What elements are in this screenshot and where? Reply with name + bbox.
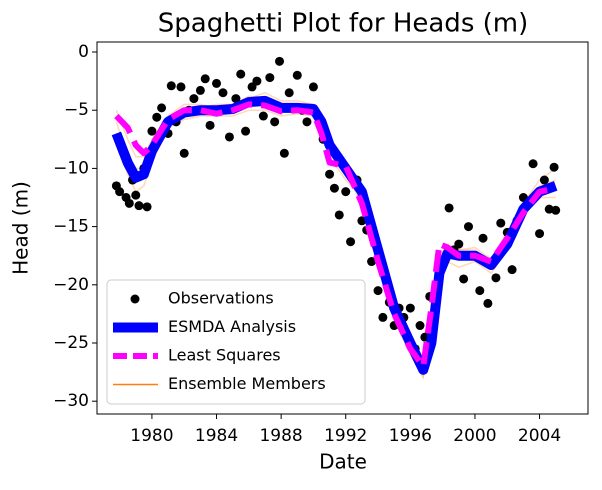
axes-frame	[96, 41, 589, 415]
observation	[507, 265, 517, 275]
observation	[205, 120, 215, 130]
observation	[346, 237, 356, 247]
observation	[325, 169, 335, 179]
legend-label: Observations	[168, 289, 274, 308]
observation	[147, 126, 157, 136]
observation	[124, 198, 134, 208]
observation	[189, 94, 199, 104]
observation	[115, 187, 125, 197]
observation	[334, 210, 344, 220]
legend-marker	[130, 294, 140, 304]
observation	[454, 239, 464, 249]
plot-area	[111, 56, 561, 381]
observation	[444, 203, 454, 213]
x-tick-label: 1988	[259, 426, 302, 446]
observation	[142, 202, 152, 212]
observation	[231, 94, 241, 104]
least-squares-line	[114, 101, 557, 370]
observation	[528, 159, 538, 169]
observation	[152, 112, 162, 122]
observation	[176, 82, 186, 92]
observation	[463, 222, 473, 232]
chart-title: Spaghetti Plot for Heads (m)	[158, 9, 529, 39]
observation	[491, 273, 501, 283]
legend-label: Ensemble Members	[168, 374, 326, 393]
observation	[539, 175, 549, 185]
observation	[279, 148, 289, 158]
observation	[134, 201, 144, 211]
observation	[302, 117, 312, 127]
legend-label: Least Squares	[168, 346, 281, 365]
observation	[275, 56, 285, 66]
observation	[483, 298, 493, 308]
observation	[212, 78, 222, 88]
y-tick-label: −5	[64, 100, 89, 120]
y-tick-label: −10	[53, 158, 89, 178]
x-axis-label: Date	[319, 450, 367, 474]
observation	[258, 111, 268, 121]
y-tick-label: −20	[53, 275, 89, 295]
x-tick-label: 2000	[453, 426, 496, 446]
observation	[378, 312, 388, 322]
x-tick-label: 1984	[195, 426, 238, 446]
observation	[475, 286, 485, 296]
observation	[252, 76, 262, 86]
legend-box	[106, 279, 366, 405]
x-tick-label: 1992	[324, 426, 367, 446]
observation	[373, 286, 383, 296]
observation	[341, 187, 351, 197]
y-tick-label: −25	[53, 333, 89, 353]
observation	[415, 321, 425, 331]
observation	[270, 117, 280, 127]
observation	[284, 88, 294, 98]
observation	[241, 126, 251, 136]
observation	[218, 88, 228, 98]
y-tick-label: −15	[53, 217, 89, 237]
observation	[200, 74, 210, 84]
y-tick-label: −30	[53, 391, 89, 411]
observation	[367, 257, 377, 267]
observation	[549, 162, 559, 172]
observation	[551, 205, 561, 215]
y-axis-label: Head (m)	[9, 181, 33, 275]
observation	[236, 69, 246, 79]
observation	[224, 132, 234, 142]
x-tick-label: 1980	[130, 426, 173, 446]
legend-label: ESMDA Analysis	[168, 317, 296, 336]
observation	[329, 183, 339, 193]
observation	[535, 229, 545, 239]
observation	[131, 190, 141, 200]
observation	[265, 73, 275, 83]
x-tick-label: 2004	[518, 426, 561, 446]
observation	[405, 303, 415, 313]
observation	[496, 218, 506, 228]
observation	[308, 82, 318, 92]
y-tick-label: 0	[78, 42, 89, 62]
observation	[195, 85, 205, 95]
x-tick-label: 1996	[389, 426, 432, 446]
observation	[292, 70, 302, 80]
observation	[179, 148, 189, 158]
observation	[157, 103, 167, 113]
observation	[478, 233, 488, 243]
observation	[459, 274, 469, 284]
observation	[357, 216, 367, 226]
observation	[166, 81, 176, 91]
